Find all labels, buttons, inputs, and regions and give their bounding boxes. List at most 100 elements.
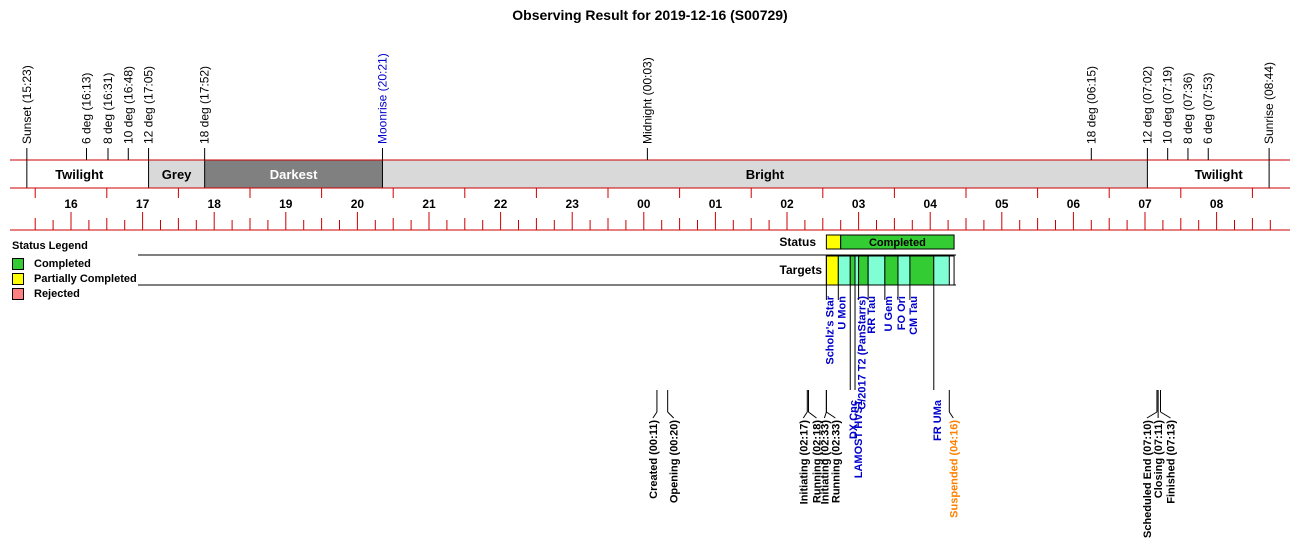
hour-tick-label: 19	[279, 197, 293, 211]
log-event-label: Initiating (02:33)	[819, 420, 831, 505]
status-bar	[825, 234, 842, 250]
target-bar	[884, 255, 899, 286]
event-label: 6 deg (16:13)	[80, 73, 94, 144]
hour-tick-label: 16	[64, 197, 78, 211]
event-label: 12 deg (17:05)	[142, 66, 156, 144]
target-label: Scholz's Star	[824, 295, 836, 364]
hour-tick-label: 07	[1138, 197, 1152, 211]
event-label: 12 deg (07:02)	[1140, 66, 1154, 144]
log-events: Created (00:11) Opening (00:20) Initiating…	[648, 390, 1178, 538]
target-label: U Mon	[836, 296, 848, 330]
hour-tick-label: 23	[566, 197, 580, 211]
hour-tick-label: 21	[422, 197, 436, 211]
target-label: DX Cnc	[848, 400, 860, 439]
target-bar	[897, 255, 911, 286]
log-event-label: Finished (07:13)	[1166, 420, 1178, 504]
hour-tick-label: 00	[637, 197, 651, 211]
log-event-label: Created (00:11)	[648, 420, 660, 499]
sky-period-band	[148, 160, 205, 188]
hour-tick-label: 02	[780, 197, 794, 211]
sky-period-label: Darkest	[270, 167, 318, 182]
target-label: FO Ori	[896, 296, 908, 330]
sky-period-band	[382, 160, 1148, 188]
hour-tick-label: 18	[208, 197, 222, 211]
status-bar-label: Completed	[869, 237, 926, 249]
targets-row-label: Targets	[780, 263, 823, 277]
log-connector	[1160, 411, 1171, 419]
sky-period-label: Bright	[746, 167, 785, 182]
legend-swatch	[12, 272, 24, 285]
legend-item-rejected: Rejected	[12, 286, 137, 301]
target-bar	[837, 255, 851, 286]
target-label: LAMOST HVS1	[853, 400, 865, 478]
log-event-label: Suspended (04:16)	[948, 420, 960, 518]
sky-periods: Twilight Grey Darkest Bright Twilight	[10, 160, 1290, 188]
hour-tick-label: 01	[709, 197, 723, 211]
log-event-label: Running (02:18)	[811, 420, 823, 503]
event-label: 10 deg (07:19)	[1161, 66, 1175, 144]
hour-tick-label: 20	[351, 197, 365, 211]
status-row: Status Completed	[779, 234, 955, 250]
chart-title: Observing Result for 2019-12-16 (S00729)	[512, 7, 787, 23]
legend-item-partially-completed: Partially Completed	[12, 271, 137, 286]
status-bar	[840, 234, 955, 250]
log-event-label: Scheduled End (07:10)	[1142, 420, 1154, 538]
event-label: 18 deg (06:15)	[1084, 66, 1098, 144]
hour-tick-label: 05	[995, 197, 1009, 211]
target-label: RR Tau	[866, 296, 878, 334]
sky-events: Sunset (15:23) 6 deg (16:13) 8 deg (16:31)…	[20, 53, 1276, 160]
event-label: 10 deg (16:48)	[121, 66, 135, 144]
sky-period-band	[204, 160, 383, 188]
log-connector	[808, 411, 817, 419]
legend-swatch	[12, 257, 24, 270]
legend-label: Rejected	[34, 287, 80, 300]
sky-period-label: Twilight	[55, 167, 104, 182]
log-connector	[826, 411, 836, 419]
legend-item-completed: Completed	[12, 256, 137, 271]
target-bar	[858, 255, 869, 286]
event-label: Midnight (00:03)	[640, 57, 654, 144]
hour-tick-label: 17	[136, 197, 150, 211]
target-bar	[909, 255, 935, 286]
target-bar	[933, 255, 950, 286]
target-bar	[867, 255, 886, 286]
log-connector	[667, 411, 675, 419]
target-label: CM Tau	[908, 296, 920, 335]
time-axis: 16 17 18 19 20 21 22 23 00 01 02 03 04 05 06 07 08	[10, 159, 1290, 231]
legend-label: Completed	[34, 257, 91, 270]
legend-label: Partially Completed	[34, 272, 137, 285]
event-label: Sunrise (08:44)	[1262, 62, 1276, 144]
log-connector	[652, 411, 658, 419]
status-row-label: Status	[779, 235, 816, 249]
legend-swatch	[12, 287, 24, 300]
target-bar	[854, 255, 860, 286]
sky-period-label: Twilight	[1195, 167, 1244, 182]
hour-tick-label: 03	[852, 197, 866, 211]
target-label: U Gem	[883, 296, 895, 332]
status-legend: Status Legend Completed Partially Comple…	[12, 240, 137, 301]
hour-tick-label: 04	[924, 197, 938, 211]
target-bar	[825, 255, 839, 286]
event-label: 8 deg (16:31)	[101, 73, 115, 144]
event-label: 18 deg (17:52)	[198, 66, 212, 144]
hour-tick-label: 22	[494, 197, 508, 211]
target-label: FR UMa	[932, 399, 944, 441]
hour-tick-label: 06	[1067, 197, 1081, 211]
event-label: 6 deg (07:53)	[1201, 73, 1215, 144]
legend-title: Status Legend	[12, 240, 88, 252]
sky-period-band	[1147, 160, 1290, 188]
log-event-label: Initiating (02:17)	[798, 420, 810, 505]
log-connector	[948, 411, 954, 419]
event-label: Moonrise (20:21)	[375, 53, 389, 144]
event-label: Sunset (15:23)	[20, 65, 34, 144]
event-label: 8 deg (07:36)	[1181, 73, 1195, 144]
log-connector	[1146, 411, 1158, 419]
log-event-label: Running (02:33)	[830, 420, 842, 503]
sky-period-band	[10, 160, 149, 188]
sky-period-label: Grey	[162, 167, 192, 182]
targets-frame	[825, 255, 955, 286]
log-connector	[802, 411, 808, 419]
target-bar	[849, 255, 856, 286]
